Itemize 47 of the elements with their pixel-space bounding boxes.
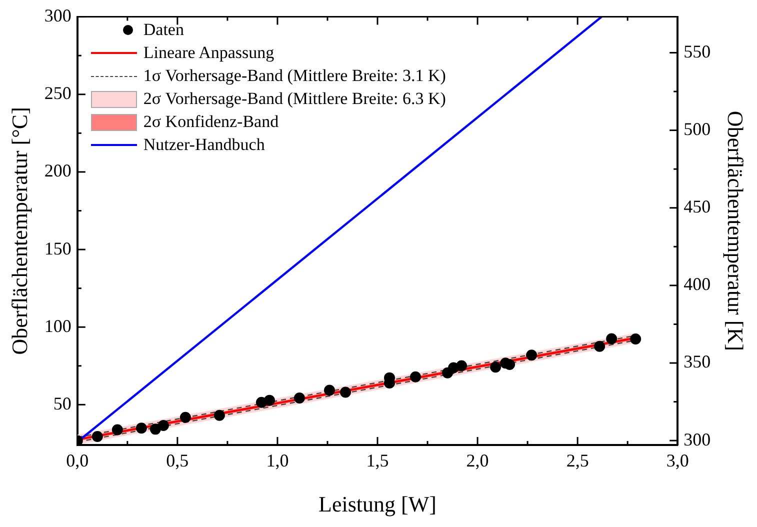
- x-tick-label: 0,5: [166, 450, 189, 471]
- x-tick-label: 2,5: [566, 450, 589, 471]
- point: [340, 386, 351, 398]
- point: [630, 334, 642, 345]
- y2-tick-label: 350: [684, 352, 711, 372]
- point: [490, 362, 502, 373]
- point: [158, 420, 169, 431]
- point: [136, 422, 147, 434]
- point: [294, 392, 305, 404]
- point: [324, 384, 335, 396]
- x-axis-title: Leistung [W]: [318, 492, 436, 517]
- x-tick-label: 3,0: [666, 450, 689, 471]
- x-tick-label: 0,0: [66, 450, 89, 471]
- point: [526, 350, 538, 361]
- y2-tick-label: 450: [684, 196, 711, 217]
- y-axis-title: Oberflächentemperatur [°C]: [6, 107, 32, 355]
- y2-tick-label: 500: [684, 119, 711, 140]
- y2-axis-title: Oberflächentemperatur [K]: [723, 110, 748, 351]
- y-tick-label: 150: [44, 238, 72, 258]
- legend-label: 2σ Vorhersage-Band (Mittlere Breite: 6.3 K): [143, 89, 446, 110]
- x-tick-label: 2,0: [466, 450, 489, 471]
- point: [606, 333, 618, 344]
- legend-label: 1σ Vorhersage-Band (Mittlere Breite: 3.1 K): [143, 66, 446, 86]
- y-tick-label: 300: [44, 6, 72, 26]
- legend-label: Daten: [143, 20, 184, 40]
- point: [456, 360, 468, 372]
- legend-label: Nutzer-Handbuch: [143, 135, 265, 156]
- y2-tick-label: 400: [684, 274, 711, 294]
- y-tick-label: 200: [44, 160, 72, 181]
- legend-label: 2σ Konfidenz-Band: [143, 112, 279, 132]
- point: [594, 340, 606, 352]
- x-tick-label: 1,0: [266, 450, 289, 471]
- y-tick-label: 50: [53, 393, 72, 414]
- point: [92, 430, 103, 442]
- y-tick-label: 100: [44, 316, 72, 336]
- point: [112, 424, 123, 436]
- legend-label: Lineare Anpassung: [143, 43, 274, 64]
- point: [410, 371, 422, 382]
- x-tick-label: 1,5: [366, 450, 389, 471]
- point: [214, 410, 225, 421]
- y2-tick-label: 550: [684, 41, 711, 62]
- point: [180, 412, 191, 423]
- y2-tick-label: 300: [684, 429, 711, 450]
- point: [504, 358, 516, 370]
- y-tick-label: 250: [44, 83, 72, 104]
- point: [150, 424, 161, 435]
- point: [264, 394, 275, 406]
